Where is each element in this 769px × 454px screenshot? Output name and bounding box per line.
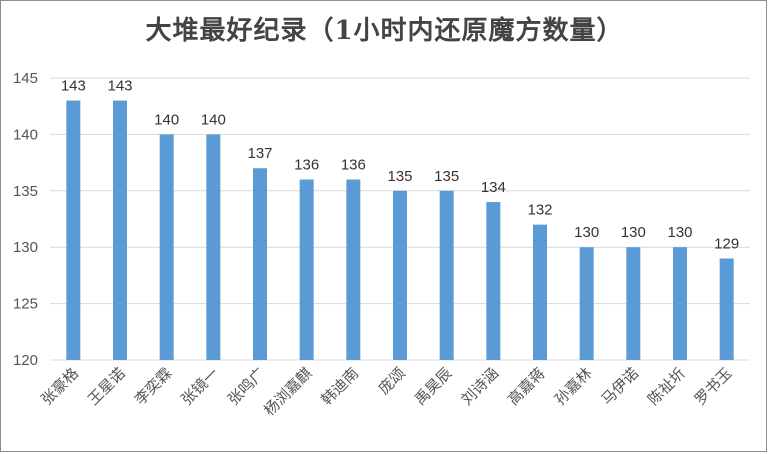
data-label: 136 [294,157,319,174]
y-tick-label: 130 [13,239,38,256]
y-tick-label: 135 [13,183,38,200]
x-category-label: 孙嘉林 [551,364,596,409]
data-label: 143 [61,78,86,95]
bar [159,134,174,360]
x-category-label: 张鸣广 [224,364,269,409]
bar [299,179,314,360]
bar [253,168,267,360]
data-label: 140 [154,111,179,128]
x-category-label: 罗书玉 [691,364,736,409]
data-label: 130 [667,224,692,241]
data-label: 130 [621,224,646,241]
data-label: 143 [107,78,132,95]
bar [393,190,407,360]
data-label: 130 [574,224,599,241]
data-label: 134 [481,179,506,196]
bar [206,134,221,360]
bar [626,247,641,360]
bar [673,247,687,360]
data-label: 137 [247,145,272,162]
y-tick-label: 145 [13,70,38,87]
bar [66,100,81,360]
bar [486,202,501,360]
x-category-label: 庞颂 [375,364,409,398]
x-category-label: 李奕霖 [131,364,176,409]
bar [439,190,454,360]
data-label: 132 [527,202,552,219]
x-category-label: 刘诗涵 [458,364,503,409]
x-category-label: 王星诺 [84,364,129,409]
x-category-label: 韩迪南 [318,364,363,409]
x-category-label: 禹昊辰 [411,364,456,409]
x-category-label: 张豪格 [38,364,83,409]
data-label: 135 [387,168,412,185]
chart-title: 大堆最好纪录（1小时内还原魔方数量） [145,16,624,46]
bar [719,258,734,360]
data-label: 129 [714,235,739,252]
bar [113,100,127,360]
data-label: 135 [434,168,459,185]
y-tick-label: 120 [13,352,38,369]
x-category-label: 马伊诺 [598,364,643,409]
y-tick-label: 140 [13,126,38,143]
x-category-label: 杨浏嘉麒 [260,364,315,419]
data-label: 140 [201,111,226,128]
bar [579,247,594,360]
x-category-label: 陈祉圻 [644,364,689,409]
x-category-label: 张镜一 [178,364,223,409]
x-category-label: 高嘉蒋 [504,364,549,409]
data-label: 136 [341,157,366,174]
y-tick-label: 125 [13,296,38,313]
bar [346,179,361,360]
bar [533,224,547,360]
